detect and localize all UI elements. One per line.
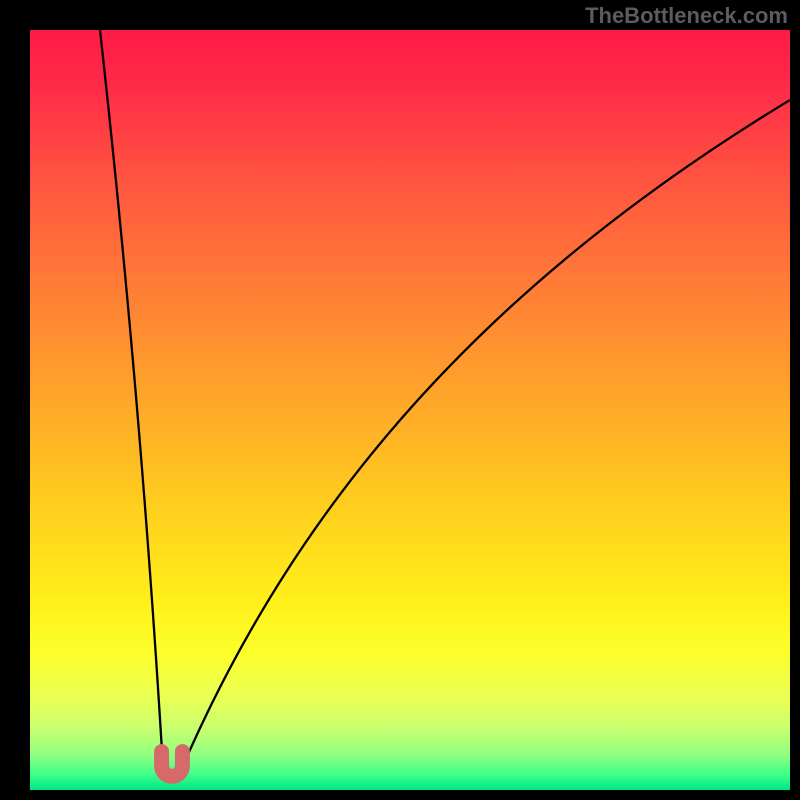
plot-area bbox=[30, 30, 790, 790]
optimal-notch-marker bbox=[162, 752, 183, 777]
curve-right-branch bbox=[182, 100, 790, 768]
attribution-watermark: TheBottleneck.com bbox=[585, 3, 788, 29]
bottleneck-curve-svg bbox=[30, 30, 790, 790]
curve-left-branch bbox=[100, 30, 163, 768]
chart-frame: TheBottleneck.com bbox=[0, 0, 800, 800]
